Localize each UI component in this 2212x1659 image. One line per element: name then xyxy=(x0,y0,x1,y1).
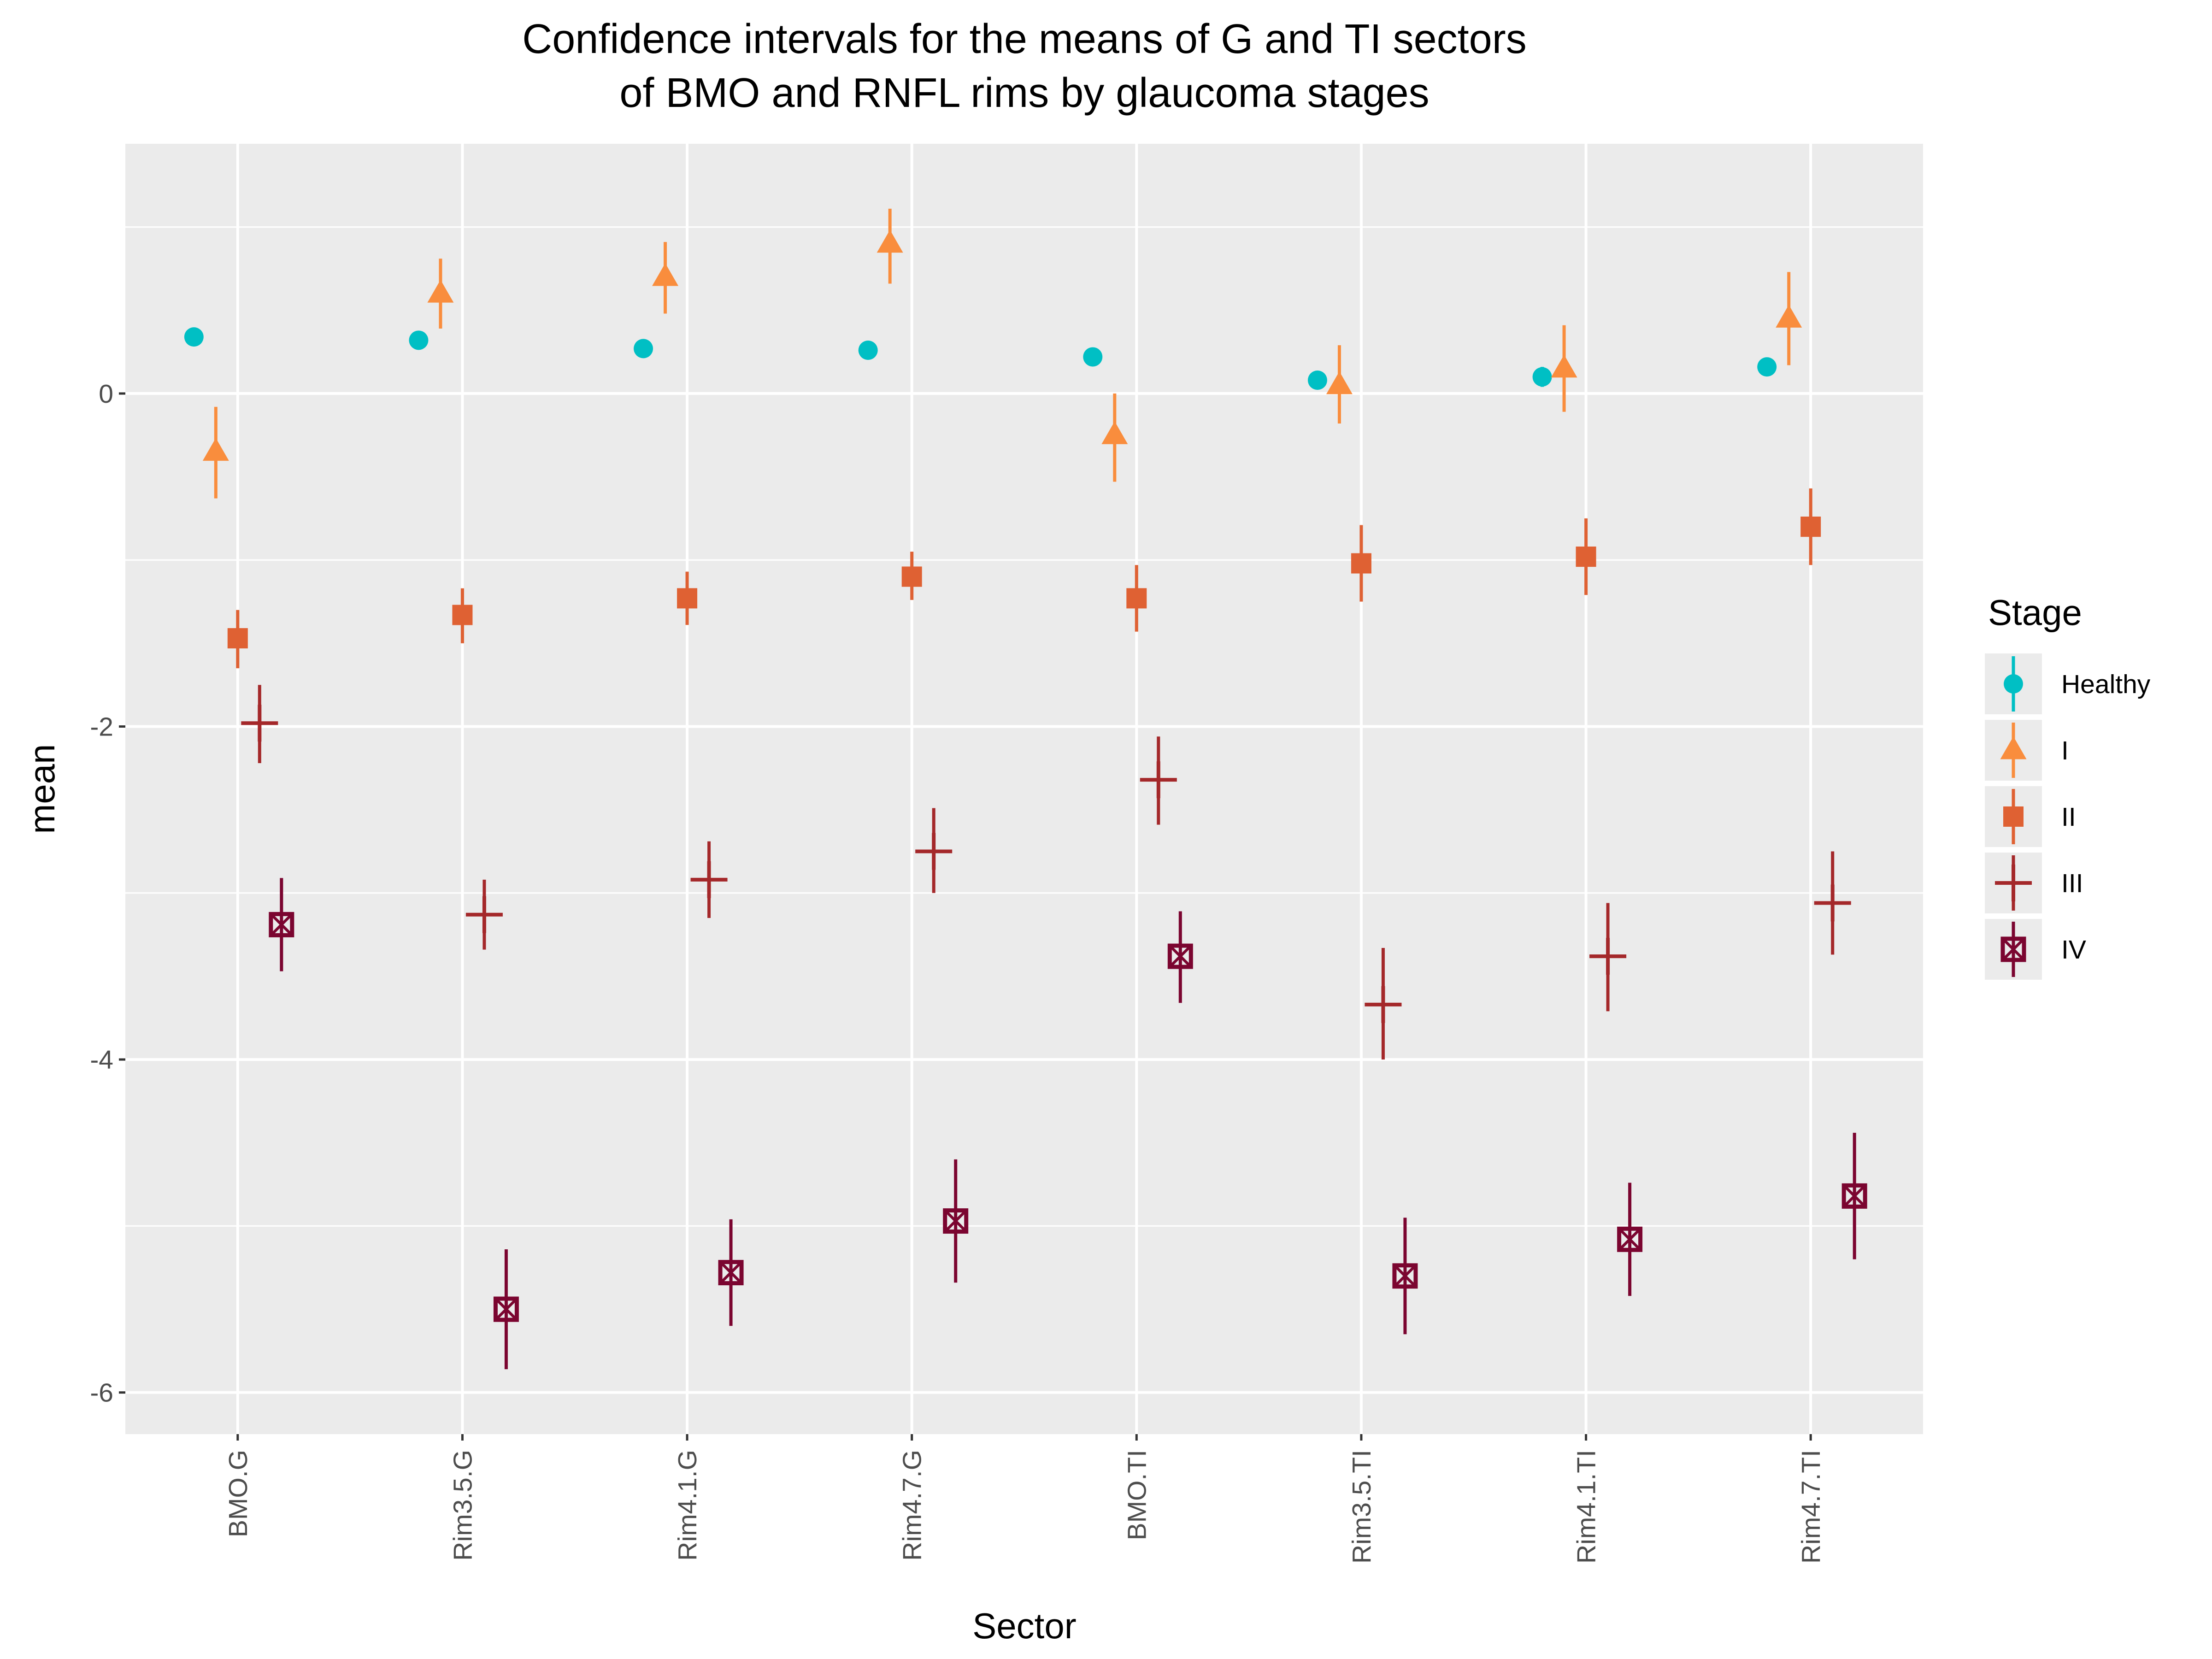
data-point xyxy=(915,833,953,870)
grid-minor xyxy=(125,226,1923,1227)
x-tick-label: BMO.TI xyxy=(1122,1450,1152,1540)
data-point xyxy=(1126,588,1147,609)
x-tick-label: BMO.G xyxy=(224,1450,253,1537)
x-tick-label: Rim4.1.G xyxy=(673,1450,702,1561)
x-tick-label: Rim4.7.G xyxy=(898,1450,927,1561)
data-point xyxy=(184,327,204,347)
data-point xyxy=(877,229,903,253)
data-point xyxy=(901,566,922,587)
data-point xyxy=(652,263,679,286)
data-point xyxy=(1814,884,1851,922)
data-point xyxy=(465,896,503,933)
legend-label: II xyxy=(2061,802,2076,832)
data-point xyxy=(493,1296,519,1322)
y-tick-label: -6 xyxy=(90,1378,113,1408)
data-point xyxy=(427,280,454,303)
chart-title-line-2: of BMO and RNFL rims by glaucoma stages xyxy=(619,70,1429,116)
data-point xyxy=(1576,547,1596,567)
data-point xyxy=(1841,1183,1867,1209)
data-point xyxy=(1083,347,1103,367)
data-point xyxy=(1326,371,1353,394)
legend-item: I xyxy=(1985,720,2069,781)
x-axis-title: Sector xyxy=(972,1606,1076,1646)
x-tick-label: Rim3.5.G xyxy=(448,1450,477,1561)
x-axis: BMO.G Rim3.5.G Rim4.1.G Rim4.7.G BMO.TI Rim3.… xyxy=(224,1434,1826,1564)
data-marks xyxy=(184,208,1867,1370)
legend-label: Healthy xyxy=(2061,670,2151,699)
data-point xyxy=(690,861,728,898)
y-axis-title: mean xyxy=(22,744,62,834)
legend-label: I xyxy=(2061,736,2069,765)
x-tick-label: Rim3.5.TI xyxy=(1347,1450,1377,1564)
data-point xyxy=(1800,516,1821,537)
chart-title-line-1: Confidence intervals for the means of G … xyxy=(522,16,1526,62)
data-point xyxy=(1551,354,1577,378)
data-point xyxy=(858,341,878,360)
y-tick-label: -2 xyxy=(90,712,113,742)
data-point xyxy=(1776,305,1802,328)
legend-item: Healthy xyxy=(1985,653,2151,714)
data-point xyxy=(1392,1263,1418,1289)
data-point xyxy=(1101,421,1128,444)
data-point xyxy=(1140,761,1177,799)
legend-label: IV xyxy=(2061,935,2086,965)
data-point xyxy=(718,1260,744,1286)
legend-key-symbol xyxy=(2003,806,2024,827)
data-point xyxy=(1307,371,1327,390)
data-point xyxy=(1351,553,1371,574)
legend-key-symbol xyxy=(2004,674,2023,694)
plot-panel xyxy=(125,144,1923,1434)
data-point xyxy=(452,605,473,625)
y-tick-label: -4 xyxy=(90,1045,113,1075)
legend-title: Stage xyxy=(1988,592,2082,633)
legend-item: III xyxy=(1985,853,2083,913)
data-point xyxy=(1167,943,1193,969)
data-point xyxy=(943,1208,969,1234)
data-point xyxy=(677,588,698,609)
data-point xyxy=(1757,357,1777,377)
x-tick-label: Rim4.1.TI xyxy=(1572,1450,1601,1564)
data-point xyxy=(1589,938,1627,975)
data-point xyxy=(634,339,653,359)
data-point xyxy=(269,912,294,937)
legend-key-symbol xyxy=(2000,736,2027,759)
data-point xyxy=(241,705,278,742)
data-point xyxy=(1617,1226,1643,1252)
grid-major xyxy=(125,144,1923,1434)
y-tick-label: 0 xyxy=(99,379,113,409)
x-tick-label: Rim4.7.TI xyxy=(1796,1450,1826,1564)
data-point xyxy=(1532,367,1552,387)
legend-label: III xyxy=(2061,869,2083,898)
legend-item: IV xyxy=(1985,919,2086,980)
y-axis: 0 -2 -4 -6 xyxy=(90,379,125,1408)
legend-item: II xyxy=(1985,786,2076,847)
legend-key-symbol xyxy=(2000,936,2026,962)
data-point xyxy=(227,628,248,649)
data-point xyxy=(202,438,229,461)
legend-key-symbol xyxy=(1995,865,2032,901)
data-point xyxy=(1365,986,1402,1023)
data-point xyxy=(409,330,429,350)
